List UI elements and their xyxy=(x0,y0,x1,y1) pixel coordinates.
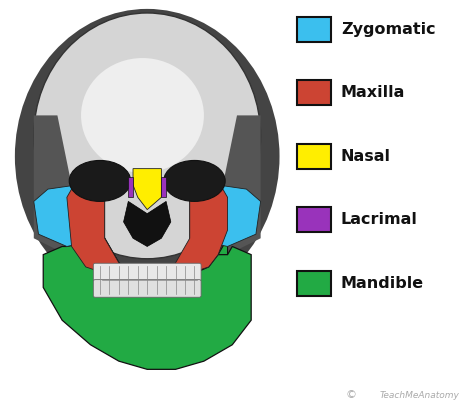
Text: Lacrimal: Lacrimal xyxy=(341,212,418,227)
Polygon shape xyxy=(34,185,105,247)
Polygon shape xyxy=(133,169,161,210)
Text: Zygomatic: Zygomatic xyxy=(341,22,436,37)
Ellipse shape xyxy=(164,160,225,201)
Ellipse shape xyxy=(15,9,280,304)
Text: Maxilla: Maxilla xyxy=(341,85,405,100)
Polygon shape xyxy=(223,115,261,255)
FancyBboxPatch shape xyxy=(297,81,330,105)
Polygon shape xyxy=(128,177,133,197)
Text: Nasal: Nasal xyxy=(341,149,391,164)
Polygon shape xyxy=(124,201,171,247)
FancyBboxPatch shape xyxy=(297,17,330,42)
Ellipse shape xyxy=(34,13,261,259)
Ellipse shape xyxy=(69,160,131,201)
Polygon shape xyxy=(67,177,228,287)
Text: TeachMeAnatomy: TeachMeAnatomy xyxy=(379,391,459,400)
Polygon shape xyxy=(190,185,261,247)
FancyBboxPatch shape xyxy=(297,271,330,296)
FancyBboxPatch shape xyxy=(297,144,330,169)
Text: Mandible: Mandible xyxy=(341,276,424,291)
FancyBboxPatch shape xyxy=(297,207,330,232)
FancyBboxPatch shape xyxy=(93,263,201,281)
Ellipse shape xyxy=(81,58,204,173)
Polygon shape xyxy=(161,177,166,197)
Polygon shape xyxy=(34,115,72,255)
Polygon shape xyxy=(43,238,251,369)
Text: ©: © xyxy=(346,390,357,400)
Polygon shape xyxy=(67,238,228,349)
FancyBboxPatch shape xyxy=(93,279,201,297)
